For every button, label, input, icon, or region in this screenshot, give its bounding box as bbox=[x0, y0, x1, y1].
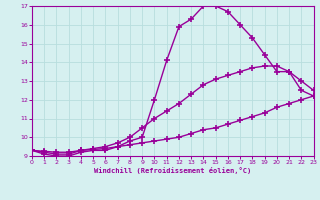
X-axis label: Windchill (Refroidissement éolien,°C): Windchill (Refroidissement éolien,°C) bbox=[94, 167, 252, 174]
